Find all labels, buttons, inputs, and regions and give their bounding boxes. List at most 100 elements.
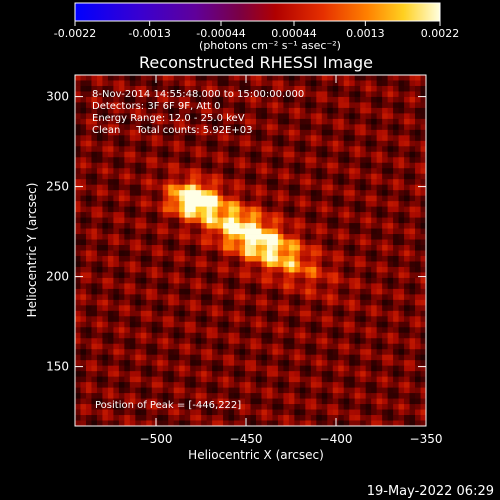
heatmap-cell <box>234 184 240 191</box>
heatmap-cell <box>272 371 279 378</box>
heatmap-cell <box>294 113 301 120</box>
heatmap-cell <box>140 184 147 191</box>
heatmap-cell <box>80 80 87 87</box>
heatmap-cell <box>310 321 317 328</box>
heatmap-cell <box>354 393 361 399</box>
heatmap-cell <box>135 349 142 356</box>
heatmap-cell <box>201 354 208 361</box>
heatmap-cell <box>212 124 218 131</box>
heatmap-cell <box>206 195 213 202</box>
heatmap-cell <box>212 316 218 323</box>
heatmap-cell <box>349 261 356 268</box>
heatmap-cell <box>151 179 158 186</box>
heatmap-cell <box>201 299 208 306</box>
heatmap-cell <box>255 250 262 257</box>
heatmap-cell <box>228 277 235 284</box>
heatmap-cell <box>234 360 240 367</box>
heatmap-cell <box>332 371 339 378</box>
heatmap-cell <box>129 409 136 416</box>
heatmap-cell <box>409 179 416 186</box>
heatmap-cell <box>140 245 147 251</box>
heatmap-cell <box>294 107 301 114</box>
heatmap-cell <box>157 146 164 153</box>
heatmap-cell <box>294 371 301 378</box>
heatmap-cell <box>102 398 109 405</box>
heatmap-cell <box>288 277 295 284</box>
heatmap-cell <box>338 343 345 350</box>
heatmap-cell <box>190 168 197 175</box>
heatmap-cell <box>288 327 295 334</box>
heatmap-cell <box>250 206 257 213</box>
heatmap-cell <box>409 327 416 334</box>
heatmap-cell <box>266 371 273 378</box>
heatmap-cell <box>151 107 158 114</box>
heatmap-cell <box>228 135 235 142</box>
heatmap-cell <box>294 349 301 356</box>
heatmap-cell <box>382 85 389 92</box>
heatmap-cell <box>305 228 312 235</box>
heatmap-cell <box>376 272 383 279</box>
heatmap-cell <box>343 354 350 361</box>
heatmap-cell <box>261 294 268 301</box>
heatmap-cell <box>80 118 87 125</box>
heatmap-cell <box>96 288 103 295</box>
heatmap-cell <box>107 234 114 240</box>
heatmap-cell <box>294 404 301 410</box>
heatmap-cell <box>338 135 345 142</box>
heatmap-cell <box>354 299 361 306</box>
heatmap-cell <box>288 124 295 131</box>
heatmap-cell <box>327 173 334 180</box>
heatmap-cell <box>393 168 399 175</box>
heatmap-cell <box>382 305 389 312</box>
heatmap-cell <box>168 80 175 87</box>
heatmap-cell <box>349 349 356 356</box>
annotation-line: Detectors: 3F 6F 9F, Att 0 <box>92 101 220 112</box>
heatmap-cell <box>245 376 251 383</box>
heatmap-cell <box>190 294 197 301</box>
heatmap-cell <box>316 124 323 131</box>
heatmap-cell <box>266 162 273 169</box>
heatmap-cell <box>184 201 191 208</box>
colorbar-units: (photons cm⁻² s⁻¹ asec⁻²) <box>199 39 341 52</box>
heatmap-cell <box>338 404 345 410</box>
heatmap-cell <box>80 365 87 372</box>
heatmap-cell <box>168 146 175 153</box>
heatmap-cell <box>102 217 109 224</box>
heatmap-cell <box>288 162 295 169</box>
heatmap-cell <box>223 239 229 246</box>
heatmap-cell <box>157 266 164 273</box>
heatmap-cell <box>234 316 240 323</box>
heatmap-cell <box>409 398 416 405</box>
heatmap-cell <box>140 162 147 169</box>
heatmap-cell <box>223 420 229 427</box>
heatmap-cell <box>206 190 213 197</box>
heatmap-cell <box>151 327 158 334</box>
heatmap-cell <box>212 376 218 383</box>
heatmap-cell <box>338 75 345 81</box>
heatmap-cell <box>162 206 169 213</box>
heatmap-cell <box>107 349 114 356</box>
heatmap-cell <box>102 250 109 257</box>
heatmap-cell <box>305 387 312 394</box>
heatmap-cell <box>96 316 103 323</box>
heatmap-cell <box>102 288 109 295</box>
heatmap-cell <box>162 173 169 180</box>
heatmap-cell <box>266 135 273 142</box>
heatmap-cell <box>151 283 158 290</box>
heatmap-cell <box>376 261 383 268</box>
heatmap-cell <box>135 305 142 312</box>
heatmap-cell <box>288 371 295 378</box>
heatmap-cell <box>310 343 317 350</box>
heatmap-cell <box>162 398 169 405</box>
heatmap-cell <box>327 140 334 147</box>
heatmap-cell <box>107 85 114 92</box>
heatmap-cell <box>239 266 246 273</box>
heatmap-cell <box>75 168 81 175</box>
heatmap-cell <box>404 80 410 87</box>
heatmap-cell <box>349 266 356 273</box>
heatmap-cell <box>107 277 114 284</box>
heatmap-cell <box>321 245 328 251</box>
heatmap-cell <box>223 201 229 208</box>
heatmap-cell <box>261 184 268 191</box>
heatmap-cell <box>135 376 142 383</box>
